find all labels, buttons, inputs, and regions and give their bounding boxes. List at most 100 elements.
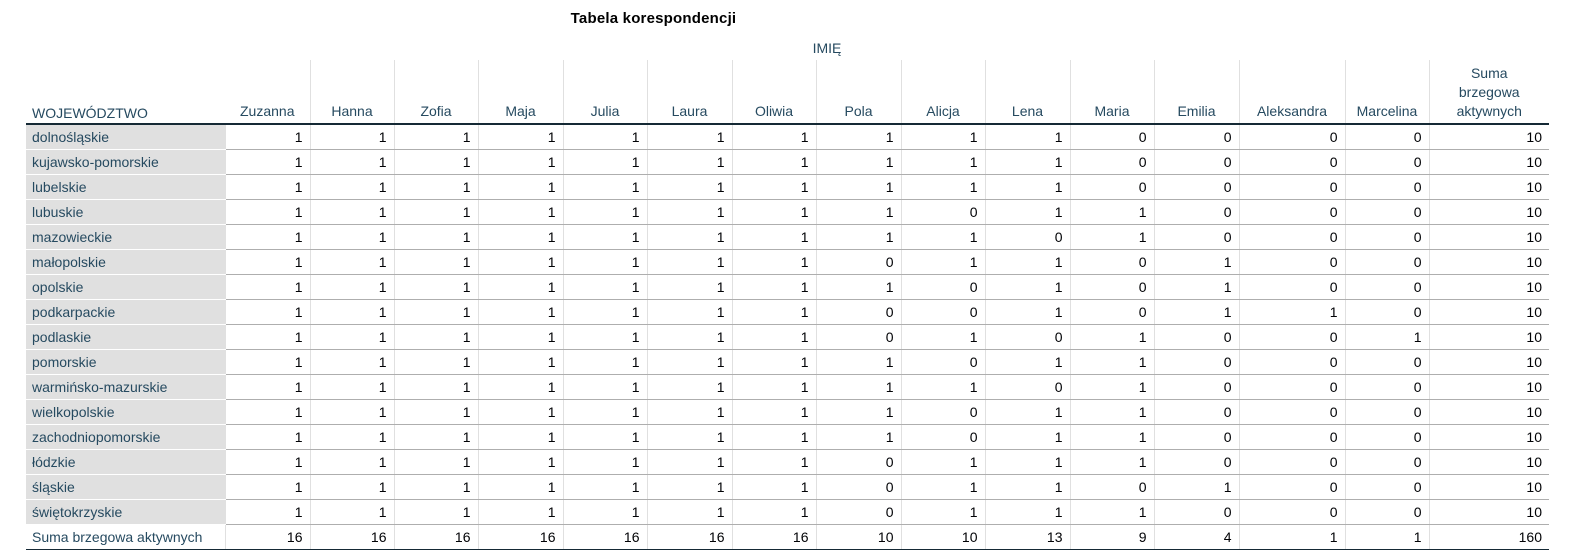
table-cell: 0 [1238, 124, 1345, 150]
table-row: warmińsko-mazurskie 1 1 1 1 1 1 1 1 1 0 1 0 0 0 10 [26, 374, 1549, 400]
table-cell: 1 [477, 149, 563, 175]
table-cell: 0 [1238, 149, 1345, 175]
table-cell: 1 [731, 499, 816, 525]
table-cell: 16 [477, 524, 563, 550]
table-cell: 1 [984, 449, 1070, 475]
row-label: zachodniopomorskie [26, 424, 225, 450]
table-cell: 0 [1344, 124, 1429, 150]
table-cell: 1 [309, 449, 394, 475]
table-cell: 1 [731, 149, 816, 175]
column-header: Marcelina [1344, 60, 1429, 125]
table-cell: 0 [1238, 399, 1345, 425]
table-cell: 1 [731, 299, 816, 325]
table-cell: 1 [646, 399, 732, 425]
table-cell: 1 [393, 374, 478, 400]
table-cell: 1 [393, 124, 478, 150]
table-cell: 1 [393, 349, 478, 375]
table-cell: 0 [815, 499, 901, 525]
table-row: małopolskie 1 1 1 1 1 1 1 0 1 1 0 1 0 0 10 [26, 249, 1549, 275]
table-cell: 1 [1153, 299, 1239, 325]
table-cell: 1 [224, 149, 310, 175]
table-cell: 1 [477, 299, 563, 325]
table-cell: 1 [562, 224, 647, 250]
table-cell: 0 [1069, 174, 1154, 200]
row-label: pomorskie [26, 349, 225, 375]
table-cell: 1 [224, 474, 310, 500]
table-cell: 0 [1344, 149, 1429, 175]
table-cell: 1 [393, 199, 478, 225]
table-cell: 0 [815, 249, 901, 275]
table-cell: 1 [1153, 249, 1239, 275]
table-cell: 0 [1153, 149, 1239, 175]
table-cell: 10 [900, 524, 985, 550]
table-cell: 1 [393, 424, 478, 450]
row-label: podkarpackie [26, 299, 225, 325]
column-header: Hanna [309, 60, 394, 125]
table-cell: 1 [646, 174, 732, 200]
row-label: podlaskie [26, 324, 225, 350]
total-row: Suma brzegowa aktywnych 16 16 16 16 16 16 16 10 1… [26, 524, 1549, 550]
table-cell: 1 [477, 424, 563, 450]
table-cell: 1 [309, 374, 394, 400]
table-cell: 0 [1238, 174, 1345, 200]
table-cell: 1 [815, 274, 901, 300]
column-header: Oliwia [731, 60, 816, 125]
table-cell: 0 [1069, 274, 1154, 300]
table-cell: 10 [1428, 499, 1549, 525]
table-cell: 1 [393, 474, 478, 500]
table-cell: 1 [477, 274, 563, 300]
table-cell: 1 [477, 249, 563, 275]
table-cell: 0 [1344, 399, 1429, 425]
table-cell: 0 [1344, 374, 1429, 400]
table-cell: 1 [562, 249, 647, 275]
table-cell: 1 [900, 474, 985, 500]
table-cell: 0 [1069, 149, 1154, 175]
column-header: Zofia [393, 60, 478, 125]
table-cell: 1 [1344, 524, 1429, 550]
table-cell: 1 [309, 299, 394, 325]
column-header: Suma brzegowa aktywnych [1428, 60, 1549, 125]
table-cell: 1 [562, 449, 647, 475]
table-cell: 1 [1069, 499, 1154, 525]
row-label: łódzkie [26, 449, 225, 475]
table-cell: 0 [984, 224, 1070, 250]
table-cell: 0 [1153, 124, 1239, 150]
table-cell: 1 [562, 424, 647, 450]
table-cell: 1 [646, 299, 732, 325]
table-cell: 16 [309, 524, 394, 550]
table-cell: 1 [477, 349, 563, 375]
table-cell: 0 [1238, 274, 1345, 300]
table-cell: 1 [815, 174, 901, 200]
table-cell: 1 [309, 124, 394, 150]
table-cell: 1 [731, 199, 816, 225]
table-cell: 1 [309, 224, 394, 250]
table-cell: 10 [1428, 149, 1549, 175]
table-cell: 1 [309, 499, 394, 525]
column-header: Lena [984, 60, 1070, 125]
column-header: Laura [646, 60, 732, 125]
table-cell: 1 [984, 349, 1070, 375]
table-cell: 1 [393, 499, 478, 525]
table-cell: 1 [731, 274, 816, 300]
table-cell: 10 [1428, 449, 1549, 475]
table-cell: 0 [1344, 474, 1429, 500]
table-cell: 1 [477, 174, 563, 200]
row-label: wielkopolskie [26, 399, 225, 425]
table-cell: 0 [815, 324, 901, 350]
table-cell: 1 [984, 124, 1070, 150]
table-cell: 1 [224, 274, 310, 300]
table-cell: 10 [1428, 249, 1549, 275]
table-cell: 1 [1238, 524, 1345, 550]
table-cell: 0 [1344, 499, 1429, 525]
table-cell: 1 [224, 199, 310, 225]
table-cell: 1 [477, 399, 563, 425]
table-cell: 1 [1069, 424, 1154, 450]
column-header: Julia [562, 60, 647, 125]
table-cell: 0 [1344, 274, 1429, 300]
table-cell: 1 [984, 474, 1070, 500]
table-cell: 0 [1153, 424, 1239, 450]
table-cell: 0 [1153, 324, 1239, 350]
table-cell: 1 [224, 174, 310, 200]
table-cell: 16 [562, 524, 647, 550]
table-cell: 1 [309, 349, 394, 375]
